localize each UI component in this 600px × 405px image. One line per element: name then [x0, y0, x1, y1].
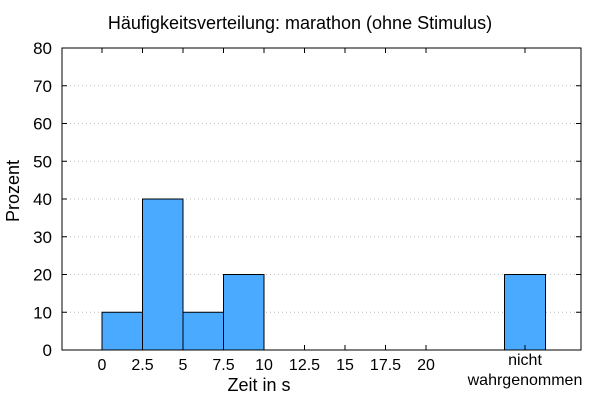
x-tick-label-7: 17.5 [370, 357, 401, 374]
bars [101, 198, 546, 351]
x-tick-label-2: 5 [179, 357, 188, 374]
bar-1 [142, 198, 184, 351]
x-tick-label-5: 12.5 [289, 357, 320, 374]
x-axis-label: Zeit in s [227, 375, 290, 395]
x-tick-label-3: 7.5 [212, 357, 234, 374]
x-tick-label-extra-line1: nicht [508, 352, 542, 369]
y-tick-label-40: 40 [33, 190, 52, 209]
y-tick-label-80: 80 [33, 39, 52, 58]
bar-0 [101, 311, 143, 351]
bar-nicht-wahrgenommen [504, 274, 546, 351]
y-tick-label-20: 20 [33, 266, 52, 285]
x-tick-label-extra-line2: wahrgenommen [467, 372, 583, 389]
x-tick-label-4: 10 [255, 357, 273, 374]
x-tick-label-1: 2.5 [131, 357, 153, 374]
y-tick-label-50: 50 [33, 152, 52, 171]
x-tick-label-8: 20 [417, 357, 435, 374]
plot-frame [61, 47, 582, 351]
x-tick-label-0: 0 [98, 357, 107, 374]
y-tick-label-10: 10 [33, 303, 52, 322]
bar-2 [182, 311, 224, 351]
y-tick-label-60: 60 [33, 115, 52, 134]
axis-ticks: 0 10 20 30 40 50 60 70 80 0 2.5 5 7.5 10 12.5 15 17.5 20 n… [33, 39, 582, 389]
chart-title: Häufigkeitsverteilung: marathon (ohne St… [108, 13, 492, 33]
y-tick-label-70: 70 [33, 77, 52, 96]
x-tick-label-6: 15 [336, 357, 354, 374]
y-tick-label-0: 0 [43, 341, 52, 360]
y-axis-label: Prozent [3, 160, 23, 222]
bar-3 [223, 274, 265, 351]
grid-lines [62, 85, 581, 313]
y-tick-label-30: 30 [33, 228, 52, 247]
